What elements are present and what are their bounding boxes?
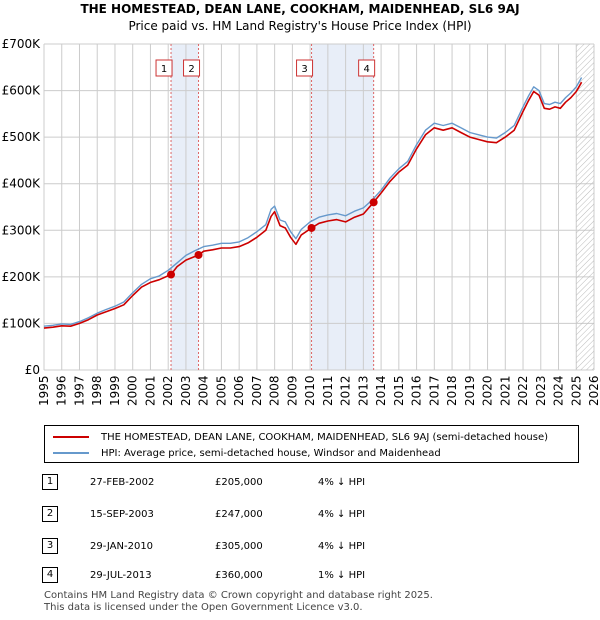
legend-item-property: THE HOMESTEAD, DEAN LANE, COOKHAM, MAIDE… — [53, 429, 548, 445]
sale-marker-label-1: 1 — [161, 64, 167, 75]
x-tick-label: 2024 — [552, 375, 566, 406]
sale-marker-box-3 — [296, 59, 314, 77]
x-tick-label: 1999 — [108, 375, 122, 406]
price-chart: 1 2 3 4 £0 £100K £200K £300K £400K £500K £600K £70… — [2, 37, 600, 406]
x-tick-label: 1997 — [72, 375, 86, 406]
y-tick-label: £0 — [25, 363, 40, 377]
x-tick-label: 2017 — [427, 375, 441, 406]
sale-delta: 4% ↓ HPI — [318, 541, 366, 552]
footer: Contains HM Land Registry data © Crown c… — [44, 590, 433, 614]
x-tick-label: 2015 — [392, 375, 406, 406]
legend-swatch-hpi — [53, 452, 89, 454]
x-tick-label: 2007 — [250, 375, 264, 406]
sale-row-3: 3 29-JAN-2010 £305,000 4% ↓ HPI — [0, 538, 600, 558]
sale-price: £305,000 — [215, 541, 263, 552]
x-tick-label: 2000 — [126, 375, 140, 406]
grid — [43, 43, 595, 371]
y-tick-label: £200K — [2, 270, 42, 284]
x-tick-label: 2001 — [143, 375, 157, 406]
legend: THE HOMESTEAD, DEAN LANE, COOKHAM, MAIDE… — [44, 425, 579, 463]
sale-id-box: 1 — [42, 474, 58, 490]
sale-bands — [171, 44, 374, 370]
x-tick-label: 2020 — [481, 375, 495, 406]
legend-label-property: THE HOMESTEAD, DEAN LANE, COOKHAM, MAIDE… — [101, 431, 549, 443]
sale-delta: 1% ↓ HPI — [318, 570, 366, 581]
x-tick-label: 2004 — [197, 375, 211, 406]
sale-row-1: 1 27-FEB-2002 £205,000 4% ↓ HPI — [0, 474, 600, 494]
legend-swatch-property — [53, 436, 89, 438]
chart-title: THE HOMESTEAD, DEAN LANE, COOKHAM, MAIDE… — [80, 2, 520, 16]
sale-point-4 — [369, 198, 378, 207]
x-tick-label: 2023 — [534, 375, 548, 406]
sale-marker-box-1 — [155, 59, 173, 77]
sale-id-box: 4 — [42, 567, 58, 583]
sale-point-3 — [307, 223, 316, 232]
legend-label-hpi: HPI: Average price, semi-detached house,… — [101, 447, 441, 459]
sale-row-2: 2 15-SEP-2003 £247,000 4% ↓ HPI — [0, 506, 600, 526]
x-tick-label: 2008 — [268, 375, 282, 406]
sale-marker-box-4 — [358, 59, 376, 77]
sale-point-2 — [194, 250, 203, 259]
x-tick-label: 2014 — [374, 375, 388, 406]
x-tick-label: 2005 — [214, 375, 228, 406]
sale-marker-label-3: 3 — [301, 64, 307, 75]
series-line-property — [43, 81, 583, 329]
legend-item-hpi: HPI: Average price, semi-detached house,… — [53, 445, 441, 461]
sale-price: £247,000 — [215, 509, 263, 520]
sale-id-box: 2 — [42, 506, 58, 522]
sale-point-1 — [167, 270, 176, 279]
sale-delta: 4% ↓ HPI — [318, 509, 366, 520]
sale-price: £360,000 — [215, 570, 263, 581]
x-tick-label: 2002 — [161, 375, 175, 406]
x-tick-label: 2016 — [410, 375, 424, 406]
x-tick-label: 2010 — [303, 375, 317, 406]
x-tick-label: 2003 — [179, 375, 193, 406]
y-tick-label: £600K — [2, 84, 42, 98]
x-axis: 1995 1996 1997 1998 1999 2000 2001 2002 2003 2004… — [37, 375, 600, 406]
x-tick-label: 2026 — [587, 375, 600, 406]
sale-points — [167, 198, 378, 279]
x-tick-label: 2006 — [232, 375, 246, 406]
footer-licence: This data is licensed under the Open Gov… — [44, 602, 363, 613]
sale-band-1-2 — [171, 44, 199, 370]
x-tick-label: 2025 — [569, 375, 583, 406]
y-tick-label: £700K — [2, 37, 42, 51]
x-tick-label: 2021 — [498, 375, 512, 406]
sale-date: 27-FEB-2002 — [90, 477, 155, 488]
sale-id-box: 3 — [42, 538, 58, 554]
sale-marker-box-2 — [183, 59, 201, 77]
sale-row-4: 4 29-JUL-2013 £360,000 1% ↓ HPI — [0, 567, 600, 587]
sale-price: £205,000 — [215, 477, 263, 488]
sale-date: 15-SEP-2003 — [90, 509, 154, 520]
series-line-hpi — [43, 77, 583, 327]
x-tick-label: 2009 — [285, 375, 299, 406]
x-tick-label: 2012 — [339, 375, 353, 406]
y-axis: £0 £100K £200K £300K £400K £500K £600K £700K — [2, 37, 42, 377]
y-tick-label: £500K — [2, 130, 42, 144]
sale-marker-label-4: 4 — [363, 64, 369, 75]
chart-subtitle: Price paid vs. HM Land Registry's House … — [128, 19, 472, 33]
forecast-area — [576, 44, 594, 370]
sale-marker-label-2: 2 — [188, 64, 194, 75]
sale-date: 29-JAN-2010 — [90, 541, 154, 552]
y-tick-label: £400K — [2, 177, 42, 191]
x-tick-label: 1995 — [37, 375, 51, 406]
x-tick-label: 1998 — [90, 375, 104, 406]
x-tick-label: 2019 — [463, 375, 477, 406]
footer-copyright: Contains HM Land Registry data © Crown c… — [44, 590, 433, 601]
x-tick-label: 2022 — [516, 375, 530, 406]
x-tick-label: 1996 — [55, 375, 69, 406]
y-tick-label: £100K — [2, 316, 42, 330]
sale-markers: 1 2 3 4 — [155, 59, 376, 77]
series-lines — [43, 77, 583, 329]
x-tick-label: 2011 — [321, 375, 335, 406]
y-tick-label: £300K — [2, 223, 42, 237]
sale-date: 29-JUL-2013 — [90, 570, 152, 581]
x-tick-label: 2013 — [356, 375, 370, 406]
x-tick-label: 2018 — [445, 375, 459, 406]
forecast-hatch — [576, 44, 594, 370]
sale-delta: 4% ↓ HPI — [318, 477, 366, 488]
